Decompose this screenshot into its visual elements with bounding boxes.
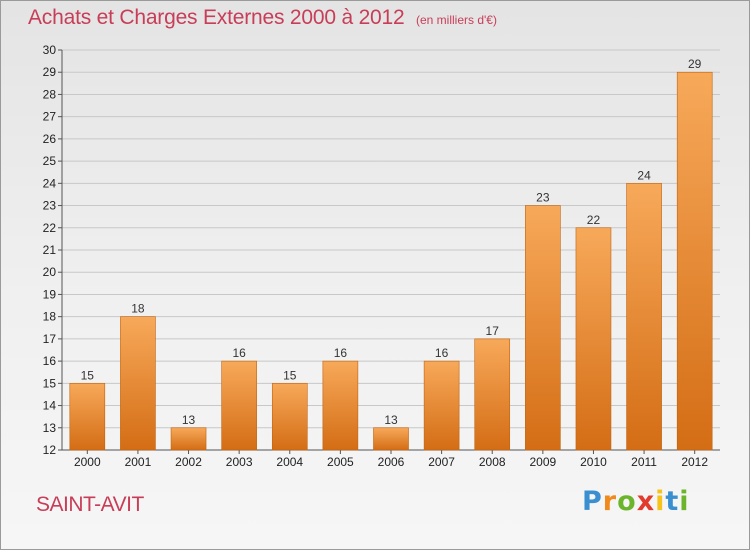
y-tick-label: 27: [43, 110, 57, 124]
bar-2008: [474, 338, 511, 451]
logo-letter: o: [617, 486, 637, 517]
bar-2009: [525, 205, 561, 451]
bars: [69, 71, 713, 451]
bar-2004: [271, 383, 308, 451]
y-tick-label: 19: [43, 287, 57, 301]
y-tick-label: 22: [43, 221, 57, 235]
axes: [58, 49, 720, 454]
y-tick-label: 26: [43, 132, 57, 146]
chart-title: Achats et Charges Externes 2000 à 2012: [28, 6, 405, 29]
bar-value-label: 24: [637, 168, 651, 182]
y-tick-label: 12: [43, 443, 57, 457]
bar-2010: [575, 227, 612, 451]
logo-letter: r: [602, 486, 618, 517]
proxiti-logo[interactable]: Proxiti: [582, 486, 690, 517]
y-tick-label: 25: [43, 154, 57, 168]
chart-subtitle: (en milliers d'€): [416, 13, 497, 27]
bar-value-label: 16: [232, 346, 246, 360]
bar-2007: [423, 360, 460, 451]
bar-2005: [322, 360, 359, 451]
x-tick-label: 2000: [74, 455, 101, 469]
x-tick-label: 2005: [327, 455, 354, 469]
bar-value-label: 29: [688, 57, 702, 71]
y-tick-label: 17: [43, 332, 57, 346]
bar-value-label: 18: [131, 302, 145, 316]
bar-value-label: 16: [334, 346, 348, 360]
bar-value-label: 22: [587, 213, 601, 227]
y-tick-label: 15: [43, 376, 57, 390]
logo-letter: x: [636, 486, 656, 517]
y-tick-label: 28: [43, 87, 57, 101]
bar-value-label: 13: [182, 413, 196, 427]
x-tick-label: 2001: [125, 455, 152, 469]
bar-value-label: 13: [384, 413, 398, 427]
x-tick-label: 2010: [580, 455, 607, 469]
y-tick-label: 29: [43, 65, 57, 79]
labels: 12 13 14 15 16 17 18 19 20 21 22 23 24 25 26 27 28 29 30 15…: [43, 43, 709, 469]
x-tick-label: 2004: [276, 455, 303, 469]
bar-2012: [676, 71, 713, 451]
x-tick-label: 2006: [378, 455, 405, 469]
y-tick-label: 23: [43, 199, 57, 213]
x-tick-label: 2012: [681, 455, 708, 469]
y-tick-label: 24: [43, 176, 57, 190]
gridlines: [62, 49, 720, 429]
bar-2003: [221, 360, 257, 451]
bar-2000: [69, 383, 106, 451]
bar-value-label: 16: [435, 346, 449, 360]
commune-name: SAINT-AVIT: [36, 493, 144, 516]
y-tick-label: 20: [43, 265, 57, 279]
logo-letter: i: [679, 486, 690, 517]
y-tick-label: 30: [43, 43, 57, 57]
x-tick-label: 2003: [226, 455, 253, 469]
bar-value-label: 15: [81, 368, 95, 382]
x-tick-label: 2007: [428, 455, 455, 469]
x-tick-label: 2011: [631, 455, 657, 469]
bar-2006: [373, 427, 409, 451]
logo-letter: P: [582, 486, 603, 517]
y-tick-label: 16: [43, 354, 57, 368]
bar-value-label: 23: [536, 191, 550, 205]
y-tick-label: 14: [43, 399, 57, 413]
x-tick-label: 2008: [479, 455, 506, 469]
bar-value-label: 15: [283, 368, 297, 382]
x-tick-label: 2009: [529, 455, 556, 469]
bar-2001: [120, 316, 156, 451]
bar-2011: [626, 183, 662, 451]
logo-letter: t: [665, 486, 680, 517]
y-tick-label: 21: [43, 243, 57, 257]
logo-letter: i: [655, 486, 666, 517]
y-tick-label: 13: [43, 421, 57, 435]
bar-value-label: 17: [486, 324, 500, 338]
x-tick-label: 2002: [175, 455, 202, 469]
bar-2002: [170, 427, 207, 451]
y-tick-label: 18: [43, 310, 57, 324]
